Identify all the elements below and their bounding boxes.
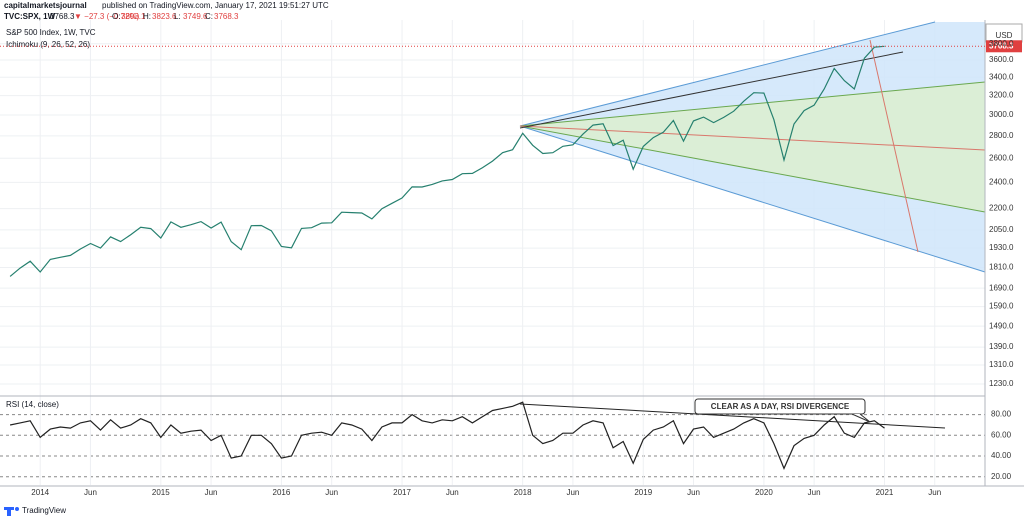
x-tick-label: 2019 <box>634 488 652 497</box>
last-price-label: 3768.3 <box>989 41 1014 50</box>
y-tick-label: 1390.0 <box>989 342 1014 351</box>
x-tick-label: 2016 <box>273 488 291 497</box>
y-tick-label: 1230.0 <box>989 379 1014 388</box>
y-tick-label: 3600.0 <box>989 55 1014 64</box>
channel-line <box>519 125 986 213</box>
y-tick-label: 3400.0 <box>989 72 1014 81</box>
median-line <box>519 125 986 151</box>
y-tick-label: 1490.0 <box>989 321 1014 330</box>
rsi-line <box>9 401 885 470</box>
quote-label: O: <box>112 12 120 21</box>
x-tick-label: Jun <box>566 488 579 497</box>
x-tick-label: 2020 <box>755 488 773 497</box>
annotation: CLEAR AS A DAY, RSI DIVERGENCE <box>711 402 850 411</box>
y-tick-label: 2400.0 <box>989 177 1014 186</box>
quote-label: H: <box>143 12 151 21</box>
indicator-label: Ichimoku (9, 26, 52, 26) <box>6 40 90 49</box>
channel-line <box>519 21 936 127</box>
published: published on TradingView.com, January 17… <box>102 1 329 10</box>
y2-tick-label: 20.00 <box>991 472 1012 481</box>
y-tick-label: 2600.0 <box>989 153 1014 162</box>
quote-value: 3749.6 <box>183 12 208 21</box>
x-tick-label: 2015 <box>152 488 170 497</box>
trend-line <box>519 51 904 129</box>
y-tick-label: 1810.0 <box>989 263 1014 272</box>
plot-area <box>9 45 885 470</box>
y-tick-label: 2800.0 <box>989 131 1014 140</box>
price-line <box>9 45 885 277</box>
publisher: capitalmarketsjournal <box>4 1 87 10</box>
symbol: TVC:SPX, 1W <box>4 12 56 21</box>
trend-line <box>869 39 919 253</box>
x-tick-label: Jun <box>205 488 218 497</box>
quote-value: 3768.3 <box>214 12 239 21</box>
x-tick-label: Jun <box>84 488 97 497</box>
y2-tick-label: 60.00 <box>991 430 1012 439</box>
x-tick-label: Jun <box>928 488 941 497</box>
y-tick-label: 3200.0 <box>989 91 1014 100</box>
x-tick-label: Jun <box>446 488 459 497</box>
y2-tick-label: 40.00 <box>991 451 1012 460</box>
y-tick-label: 1690.0 <box>989 283 1014 292</box>
last-price-box <box>986 40 1022 53</box>
quote-label: C: <box>205 12 213 21</box>
y-tick-label: 1310.0 <box>989 360 1014 369</box>
y-tick-label: 1930.0 <box>989 243 1014 252</box>
callout-tail <box>851 413 871 423</box>
x-tick-label: 2014 <box>31 488 49 497</box>
y2-tick-label: 80.00 <box>991 410 1012 419</box>
y-tick-label: 2050.0 <box>989 225 1014 234</box>
legend-entry: RSI (14, close) <box>6 400 59 409</box>
y-tick-label: 2200.0 <box>989 204 1014 213</box>
last-price-marker: 3768.3 <box>0 40 1022 53</box>
legend-entry: S&P 500 Index, 1W, TVC <box>6 28 96 37</box>
logo <box>15 507 19 511</box>
x-tick-label: 2017 <box>393 488 411 497</box>
quote-value: 3823.6 <box>152 12 177 21</box>
brand: TradingView <box>22 506 66 515</box>
quote: O: 3803.1H: 3823.6L: 3749.6C: 3768.3 <box>112 12 239 21</box>
channel-line <box>519 125 986 273</box>
x-tick-label: Jun <box>808 488 821 497</box>
quote-label: L: <box>174 12 181 21</box>
last-price: 3768.3 <box>50 12 75 21</box>
price-change: ▼ −27.3 (−0.72%) <box>74 12 140 21</box>
callout-box <box>694 398 866 415</box>
pitchfork <box>519 21 986 273</box>
y-tick-label: 3000.0 <box>989 110 1014 119</box>
y-tick-label: 3800.0 <box>989 39 1014 48</box>
quote-value: 3803.1 <box>121 12 146 21</box>
y-tick-label: 1590.0 <box>989 302 1014 311</box>
green-channel <box>520 82 985 212</box>
x-tick-label: 2021 <box>876 488 894 497</box>
logo <box>4 507 14 516</box>
x-tick-label: 2018 <box>514 488 532 497</box>
divergence-line <box>519 403 946 429</box>
y-unit: USD <box>996 31 1013 40</box>
channel-line <box>519 81 986 127</box>
x-tick-label: Jun <box>687 488 700 497</box>
x-tick-label: Jun <box>325 488 338 497</box>
